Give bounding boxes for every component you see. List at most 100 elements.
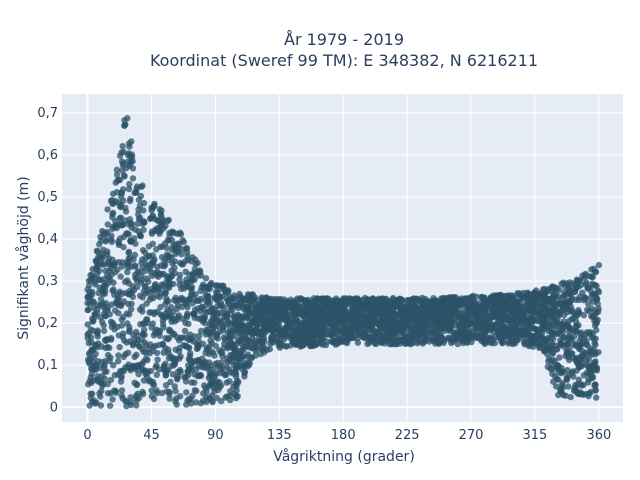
data-point <box>200 281 207 288</box>
data-point <box>428 334 436 341</box>
data-point <box>230 370 237 377</box>
data-point <box>121 337 128 344</box>
data-point <box>369 318 376 325</box>
data-point <box>389 324 396 332</box>
data-point <box>150 395 158 403</box>
data-point <box>96 390 103 397</box>
data-point <box>287 300 294 307</box>
data-point <box>97 402 105 409</box>
data-point <box>384 325 391 332</box>
data-point <box>134 220 141 227</box>
data-point <box>232 380 239 387</box>
data-point <box>188 400 195 407</box>
data-point <box>118 374 125 381</box>
data-point <box>287 319 294 326</box>
data-point <box>104 272 111 279</box>
data-point <box>118 263 126 270</box>
data-point <box>200 390 207 397</box>
data-point <box>474 334 481 341</box>
x-tick-label: 270 <box>459 428 484 443</box>
data-point <box>227 387 234 395</box>
data-point <box>108 197 116 204</box>
data-point <box>197 295 204 303</box>
data-point <box>413 321 420 328</box>
data-point <box>130 256 137 263</box>
data-point <box>109 396 116 403</box>
data-point <box>90 354 97 361</box>
data-point <box>95 378 102 385</box>
data-point <box>487 314 495 322</box>
data-point <box>207 362 214 369</box>
data-point <box>111 269 119 276</box>
data-point <box>206 395 214 402</box>
data-point <box>233 392 240 399</box>
data-point <box>89 272 96 279</box>
data-point <box>253 319 260 326</box>
data-point <box>160 362 168 369</box>
data-point <box>522 302 529 309</box>
data-point <box>509 309 516 316</box>
data-point <box>237 362 244 369</box>
data-point <box>104 351 112 359</box>
data-point <box>554 309 561 317</box>
data-point <box>125 280 133 287</box>
data-point <box>318 335 325 342</box>
data-point <box>565 285 573 292</box>
data-point <box>192 256 199 263</box>
data-point <box>570 314 577 322</box>
data-point <box>102 344 109 352</box>
data-point <box>159 320 167 328</box>
data-point <box>574 356 581 363</box>
data-point <box>119 167 126 174</box>
data-point <box>221 371 229 379</box>
chart-title-line2: Koordinat (Sweref 99 TM): E 348382, N 62… <box>150 51 538 70</box>
data-point <box>85 277 93 284</box>
data-point <box>314 298 322 305</box>
data-point <box>161 259 168 266</box>
data-point <box>139 308 146 315</box>
data-point <box>384 335 392 342</box>
data-point <box>480 326 488 333</box>
data-point <box>120 186 127 193</box>
data-point <box>510 327 517 334</box>
data-point <box>587 388 595 396</box>
data-point <box>189 392 196 399</box>
y-tick-labels: 0 0,1 0,2 0,3 0,4 0,5 0,6 0,7 <box>37 106 58 415</box>
data-point <box>562 298 570 305</box>
data-point <box>85 282 93 289</box>
data-point <box>226 378 233 385</box>
data-point <box>364 313 371 320</box>
data-point <box>176 296 183 304</box>
data-point <box>111 372 119 379</box>
data-point <box>137 233 144 240</box>
data-point <box>142 349 150 357</box>
data-point <box>214 335 221 342</box>
data-point <box>151 282 158 289</box>
data-point <box>336 327 344 334</box>
data-point <box>565 322 572 330</box>
data-point <box>230 300 237 307</box>
data-point <box>97 301 105 309</box>
data-point <box>556 330 563 337</box>
data-point <box>149 347 156 355</box>
data-point <box>588 362 595 370</box>
data-point <box>114 301 122 309</box>
data-point <box>165 346 172 353</box>
data-point <box>494 319 501 326</box>
data-point <box>121 117 128 124</box>
data-point <box>354 335 361 342</box>
data-point <box>301 315 308 322</box>
data-point <box>173 401 180 408</box>
data-point <box>455 335 462 342</box>
data-point <box>176 271 184 279</box>
data-point <box>494 309 501 316</box>
data-point <box>116 344 123 351</box>
data-point <box>366 323 374 330</box>
data-point <box>414 333 421 341</box>
x-tick-label: 225 <box>395 428 420 443</box>
data-point <box>467 321 474 328</box>
data-point <box>175 348 183 355</box>
data-point <box>109 225 116 233</box>
y-tick-label: 0,4 <box>37 232 58 247</box>
data-point <box>434 332 441 339</box>
